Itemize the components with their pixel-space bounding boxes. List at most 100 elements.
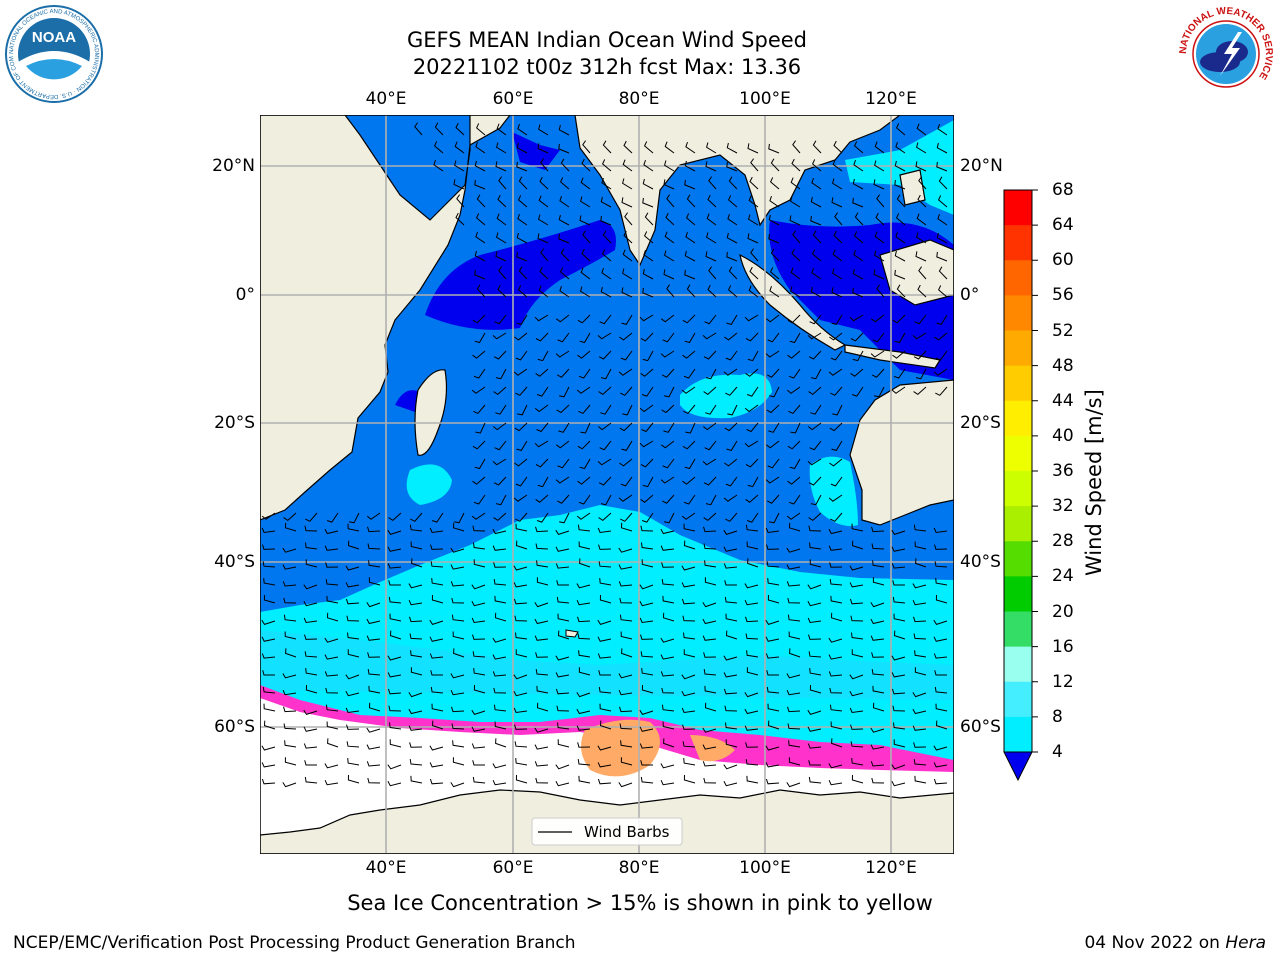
wind-barb: [261, 745, 276, 751]
wind-barb: [345, 674, 360, 680]
wind-barb: [681, 386, 696, 394]
wind-barb: [452, 740, 465, 748]
wind-barb: [912, 708, 927, 715]
wind-barb: [849, 598, 864, 605]
wind-band-12-16: [260, 630, 954, 700]
wind-barb: [540, 248, 549, 262]
wind-barb: [619, 458, 633, 467]
wind-barb: [577, 759, 591, 766]
wind-barb: [493, 704, 507, 712]
wind-barb: [472, 476, 486, 485]
wind-barb: [389, 739, 402, 748]
colorbar-label: 32: [1052, 496, 1074, 517]
wind-barb: [408, 708, 423, 715]
wind-barb: [937, 285, 948, 298]
wind-barb: [516, 232, 528, 244]
wind-barb: [830, 612, 843, 622]
wind-barb: [707, 194, 717, 208]
wind-barb: [453, 648, 465, 658]
wind-barb: [917, 194, 927, 208]
wind-barb: [597, 458, 612, 466]
wind-barb: [452, 522, 465, 532]
wind-barb: [708, 176, 717, 190]
wind-barb: [598, 386, 612, 396]
wind-barb: [851, 649, 864, 658]
wind-barb: [664, 512, 675, 524]
wind-barb: [496, 142, 507, 154]
wind-barb: [875, 212, 885, 226]
wind-barb: [599, 578, 612, 586]
wind-barb: [324, 545, 339, 551]
wind-barb: [828, 654, 843, 660]
wind-barb: [852, 178, 864, 190]
wind-barb: [598, 561, 612, 568]
wind-barb: [849, 314, 864, 322]
wind-barb: [622, 404, 633, 416]
wind-barb: [703, 669, 717, 676]
wind-barb: [305, 512, 318, 522]
wind-barb: [681, 598, 696, 605]
wind-barb: [618, 368, 633, 376]
wind-barb: [556, 580, 569, 586]
wind-barb: [345, 691, 360, 697]
wind-barb: [894, 179, 906, 190]
wind-barb: [623, 230, 633, 244]
wind-barb: [621, 648, 633, 658]
wind-barb: [579, 458, 591, 470]
wind-barb: [663, 179, 675, 190]
wind-barb: [704, 577, 717, 586]
wind-barb: [597, 778, 612, 785]
lat-tick-left: 20°N: [212, 156, 255, 176]
wind-barb: [283, 706, 297, 713]
wind-barb: [619, 706, 633, 713]
wind-barb: [262, 544, 276, 550]
wind-barb: [828, 763, 843, 769]
wind-barb: [682, 724, 696, 730]
wind-barb: [262, 561, 276, 568]
wind-barb: [471, 584, 486, 590]
wind-barb: [558, 233, 570, 244]
wind-barb: [745, 616, 759, 623]
wind-barb: [852, 197, 864, 208]
wind-barb: [640, 651, 654, 658]
wind-barb: [791, 248, 801, 262]
wind-barb: [767, 703, 780, 712]
wind-barb: [537, 233, 549, 244]
wind-barb: [723, 529, 738, 535]
wind-under-4: [395, 390, 420, 412]
wind-barb: [556, 596, 570, 604]
lon-tick-bottom: 80°E: [618, 858, 660, 878]
wind-barb: [535, 777, 549, 784]
wind-barb: [748, 214, 759, 226]
wind-barb: [263, 594, 276, 604]
wind-barb: [514, 615, 528, 622]
wind-barb: [471, 617, 486, 624]
colorbar-segment: [1004, 225, 1032, 261]
chart-subtitle: 20221102 t00z 312h fcst Max: 13.36: [412, 55, 802, 79]
wind-barb: [473, 494, 486, 505]
wind-barb: [556, 705, 570, 712]
wind-barb: [662, 612, 675, 622]
wind-barb: [409, 633, 423, 640]
colorbar-segment: [1004, 190, 1032, 226]
wind-barb: [704, 702, 717, 712]
wind-barb: [324, 779, 339, 786]
wind-barb: [851, 386, 864, 397]
wind-barb: [534, 727, 549, 733]
wind-barb: [704, 560, 717, 568]
wind-barb: [558, 124, 570, 136]
lon-tick-top: 80°E: [618, 89, 660, 109]
wind-barb: [597, 619, 612, 625]
wind-barb: [725, 722, 738, 730]
wind-patch-8-12: [406, 464, 452, 505]
wind-barb: [769, 285, 780, 298]
wind-barb: [576, 599, 591, 606]
wind-barb: [559, 177, 570, 190]
wind-barb: [576, 583, 591, 589]
wind-barb: [891, 386, 906, 394]
wind-barb: [831, 738, 843, 748]
wind-barb: [536, 685, 549, 694]
wind-barb: [431, 703, 444, 712]
wind-barb: [305, 668, 318, 676]
wind-barb: [515, 632, 528, 640]
